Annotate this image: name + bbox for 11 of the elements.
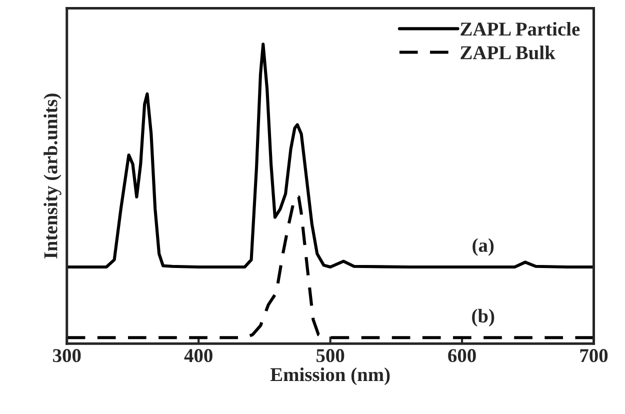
y-axis-title: Intensity (arb.units) (44, 94, 62, 258)
x-tick-label: 600 (448, 349, 476, 362)
x-tick-label: 500 (316, 349, 344, 362)
x-tick-label: 300 (53, 349, 81, 362)
x-axis-title: Emission (nm) (270, 368, 390, 386)
x-tick-label: 700 (580, 349, 608, 362)
annotation: (a) (472, 238, 494, 256)
x-tick-label: 400 (184, 349, 212, 362)
legend-label: ZAPL Bulk (460, 46, 556, 60)
annotation: (b) (472, 308, 494, 327)
legend-label: ZAPL Particle (460, 22, 580, 36)
